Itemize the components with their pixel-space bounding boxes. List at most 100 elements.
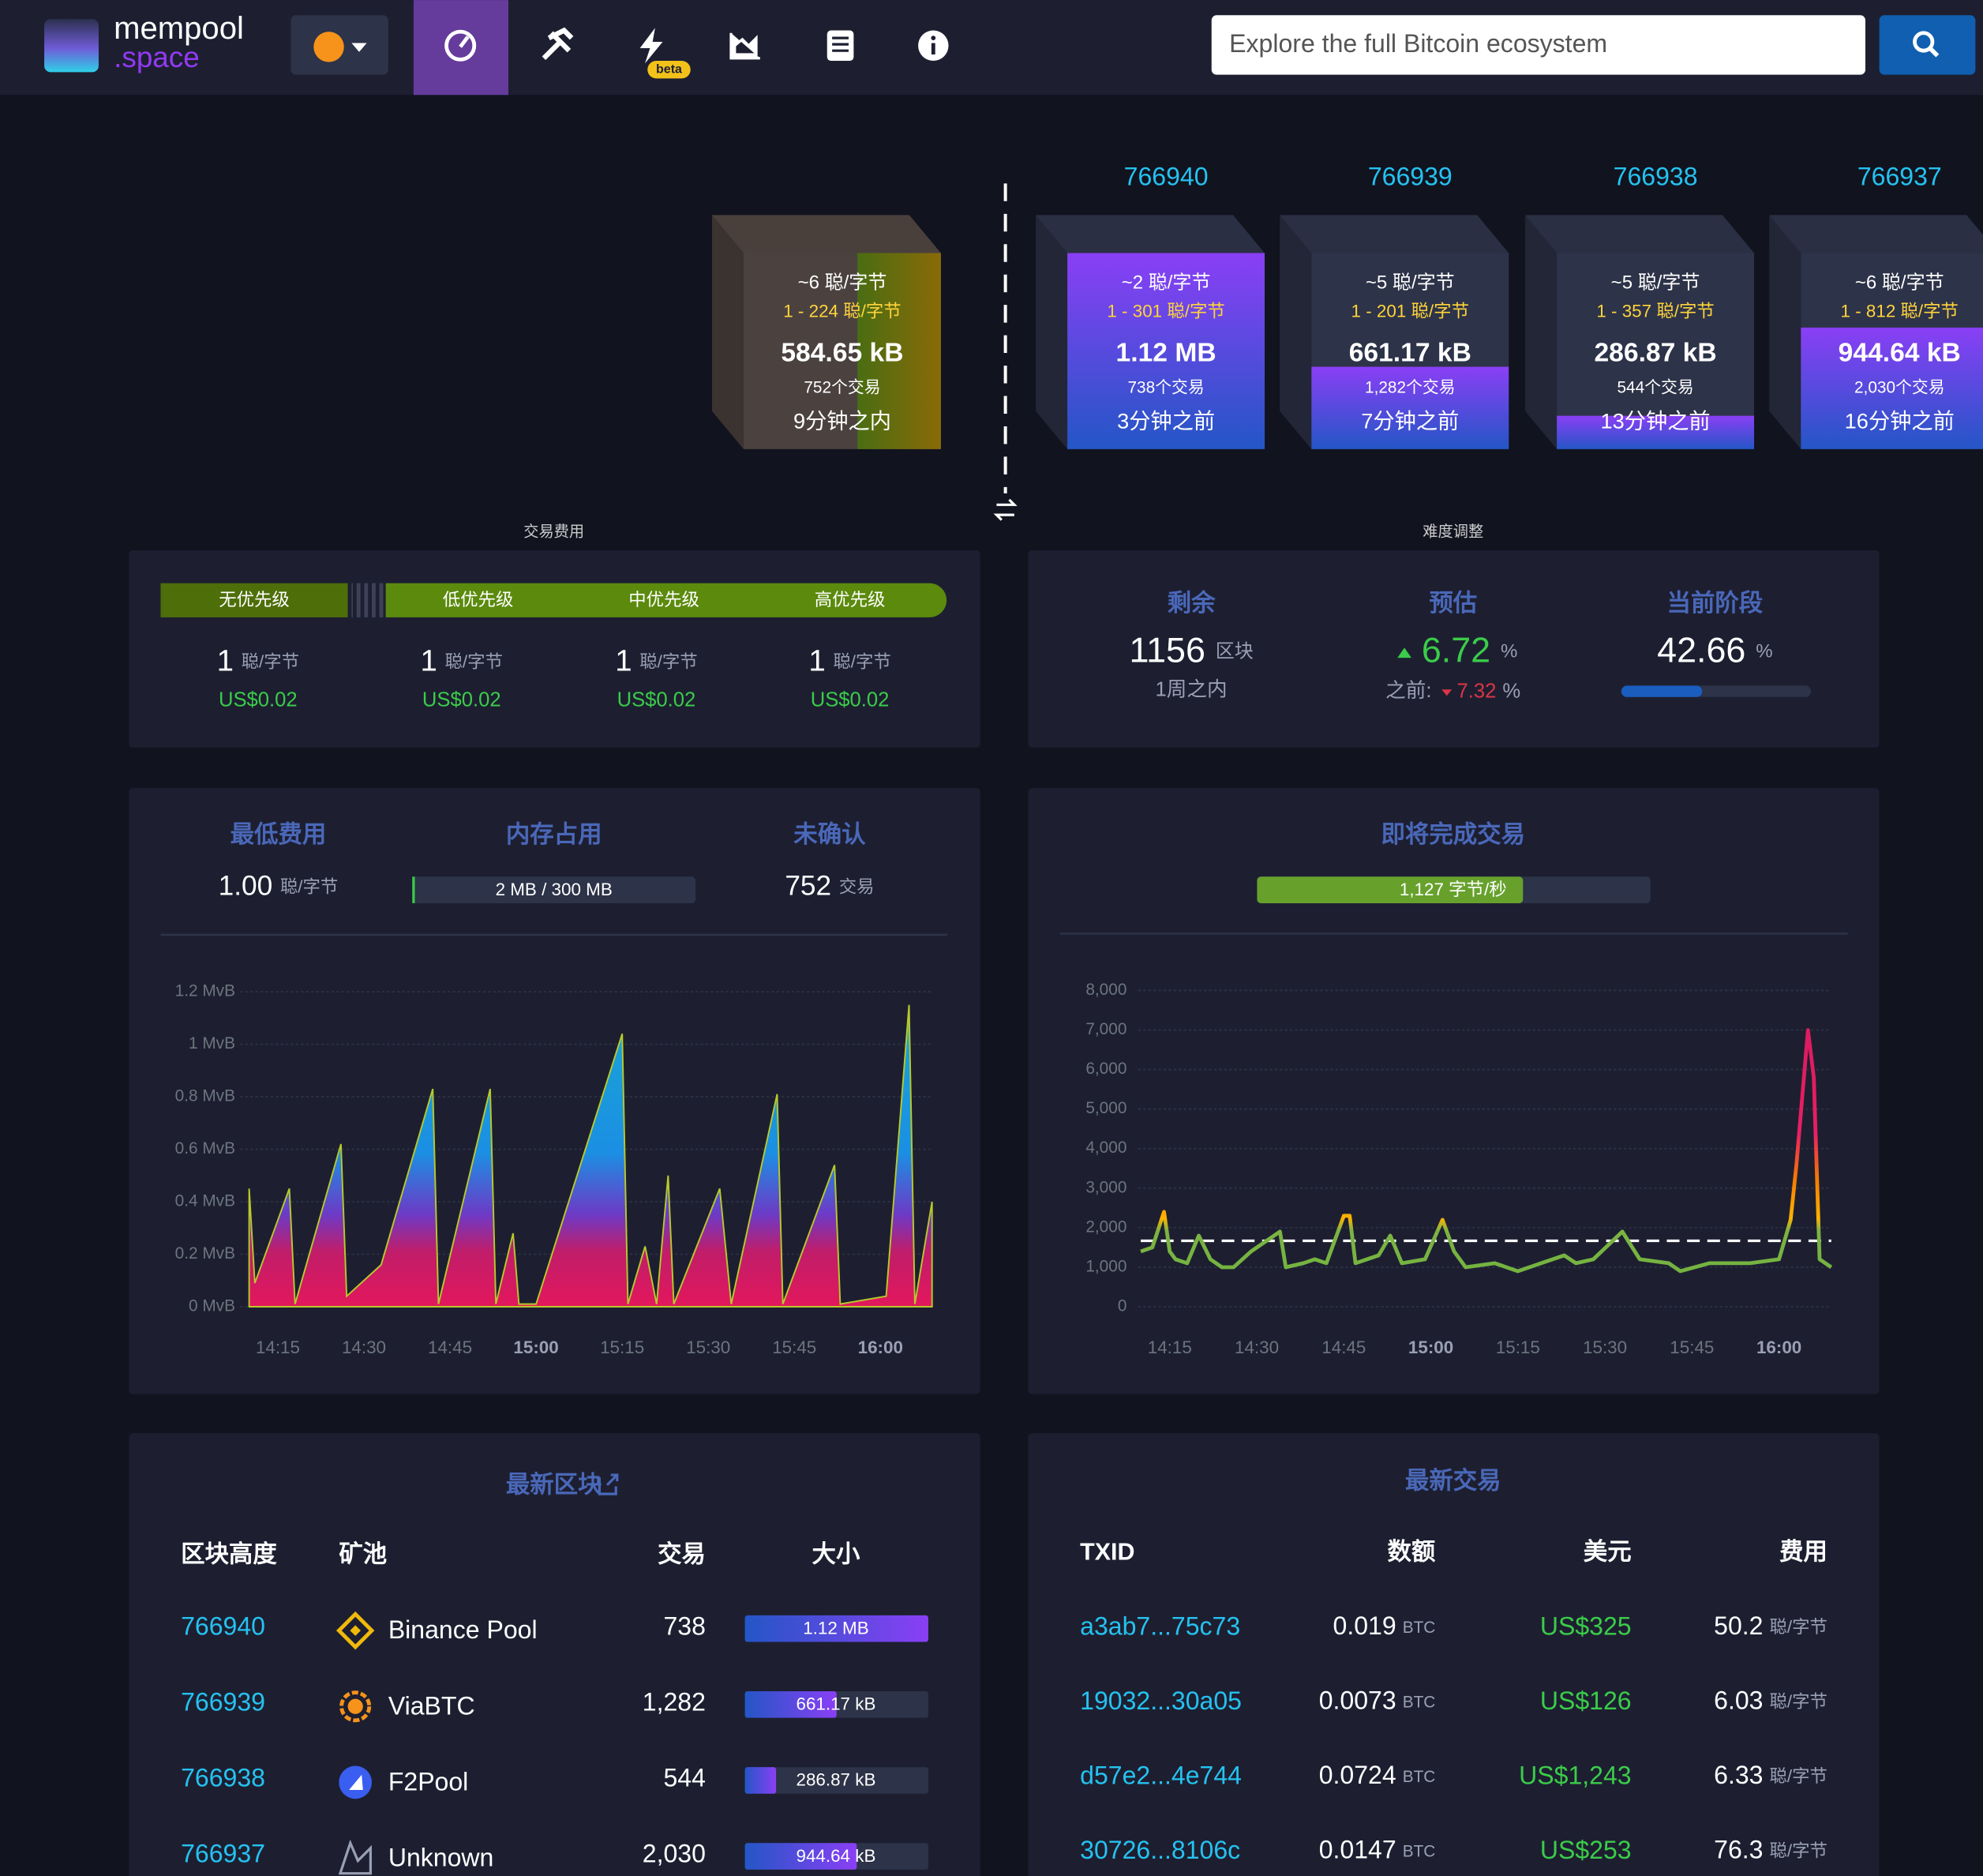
pool-icon-core	[347, 1698, 363, 1714]
block-time: 3分钟之前	[1117, 408, 1215, 433]
fee-value-part: 1	[808, 644, 825, 678]
up-arrow	[1397, 647, 1411, 658]
block-fee-range: 1 - 357 聪/字节	[1596, 302, 1714, 321]
tx-fee-part: 76.3	[1714, 1836, 1763, 1864]
block-top	[1769, 215, 1983, 253]
value-part: 区块	[1216, 641, 1254, 662]
block-fee: ~5 聪/字节	[1611, 272, 1700, 293]
block-side	[711, 215, 744, 449]
tx-fee-part: 聪/字节	[1769, 1766, 1827, 1786]
swap-icon[interactable]	[993, 498, 1018, 521]
y-tick-label: 0.4 MvB	[175, 1192, 235, 1210]
y-tick-label: 7,000	[1085, 1020, 1126, 1038]
search-button[interactable]	[1879, 15, 1976, 75]
search-icon	[1913, 31, 1935, 53]
tx-amount-part: 0.019	[1333, 1611, 1396, 1640]
block-height[interactable]: 766939	[1368, 162, 1453, 190]
block-link[interactable]: 766938	[181, 1764, 265, 1792]
memory-track	[412, 876, 696, 903]
x-tick-label: 15:45	[772, 1338, 816, 1357]
pool-icon	[339, 1690, 372, 1723]
table-title: 最新区块	[506, 1472, 602, 1499]
value-part: 7.32	[1457, 680, 1497, 702]
latest-tx-panel	[1028, 1433, 1880, 1876]
about-i	[931, 43, 935, 54]
tx-count: 2,030	[643, 1840, 706, 1868]
tx-fee-part: 聪/字节	[1769, 1840, 1827, 1860]
block-size: 944.64 kB	[796, 1846, 875, 1866]
block-link[interactable]: 766937	[181, 1840, 265, 1868]
y-tick-label: 1,000	[1085, 1257, 1126, 1275]
block-height[interactable]: 766940	[1124, 162, 1209, 190]
fee-value-part: 聪/字节	[639, 651, 697, 671]
tx-link[interactable]: d57e2...4e744	[1080, 1761, 1242, 1789]
fee-value: 1 聪/字节	[421, 644, 503, 678]
block-tx-count: 2,030个交易	[1854, 378, 1945, 396]
block-size: 661.17 kB	[1349, 339, 1471, 368]
block-fee: ~6 聪/字节	[798, 272, 887, 293]
block-time: 9分钟之内	[793, 408, 891, 433]
incoming-value: 1,127 字节/秒	[1400, 880, 1507, 899]
tx-amount: 0.019 BTC	[1333, 1611, 1436, 1640]
fee-bar-none	[160, 583, 348, 617]
lightning-icon[interactable]	[639, 28, 663, 64]
graphs-icon[interactable]	[729, 32, 760, 60]
table-header: 矿池	[339, 1540, 387, 1568]
dashboard-icon[interactable]	[444, 29, 477, 62]
tx-fee: 76.3 聪/字节	[1714, 1836, 1827, 1864]
search-box[interactable]	[1211, 15, 1866, 75]
x-tick-label: 15:00	[513, 1338, 558, 1357]
block-height[interactable]: 766937	[1857, 162, 1942, 190]
fee-value-part: 1	[217, 644, 234, 678]
size-fill	[744, 1691, 837, 1718]
table-header: 区块高度	[181, 1541, 277, 1568]
fee-value-part: 聪/字节	[833, 651, 890, 671]
fee-bar	[385, 583, 947, 617]
fee-bar-gap	[351, 583, 385, 617]
fee-value-part: 聪/字节	[445, 651, 503, 671]
block-tx-count: 544个交易	[1617, 378, 1693, 396]
stat-sub: 之前:	[1385, 679, 1431, 702]
block-link[interactable]: 766939	[181, 1688, 265, 1717]
y-tick-label: 4,000	[1085, 1139, 1126, 1157]
value-part: %	[1501, 641, 1517, 662]
tx-fee-part: 聪/字节	[1769, 1617, 1827, 1637]
tx-link[interactable]: 30726...8106c	[1080, 1836, 1240, 1864]
incoming-fill	[1257, 876, 1524, 903]
block-size: 1.12 MB	[1116, 339, 1216, 368]
y-tick-label: 5,000	[1085, 1099, 1126, 1117]
block-side	[1036, 215, 1068, 449]
external-link-icon[interactable]	[598, 1473, 619, 1495]
block-height[interactable]: 766938	[1614, 162, 1698, 190]
block-top	[1036, 215, 1265, 253]
pool-name: Binance Pool	[388, 1615, 538, 1644]
block-link[interactable]: 766940	[181, 1611, 265, 1640]
tx-fee-part: 6.33	[1714, 1761, 1763, 1789]
fee-value: 1 聪/字节	[615, 644, 697, 678]
block-time: 13分钟之前	[1600, 408, 1710, 433]
fee-value-part: 聪/字节	[242, 651, 299, 671]
priority-name: 低优先级	[443, 590, 514, 610]
logo-icon[interactable]	[44, 19, 99, 73]
block-tx-count: 738个交易	[1127, 378, 1204, 396]
tx-fee: 6.03 聪/字节	[1714, 1687, 1827, 1715]
block-size: 1.12 MB	[803, 1618, 868, 1638]
tx-usd: US$325	[1540, 1611, 1632, 1640]
tx-link[interactable]: 19032...30a05	[1080, 1687, 1242, 1715]
x-tick-label: 16:00	[1756, 1338, 1801, 1357]
mining-icon[interactable]	[542, 27, 574, 61]
fee-usd: US$0.02	[219, 688, 298, 711]
block-size: 584.65 kB	[781, 339, 903, 368]
value: 42.66%	[1657, 630, 1772, 670]
tx-link[interactable]: a3ab7...75c73	[1080, 1611, 1240, 1640]
nav-tab-active[interactable]	[413, 0, 509, 96]
block-fill	[1311, 366, 1509, 449]
tx-fee: 6.33 聪/字节	[1714, 1761, 1827, 1789]
tx-count: 738	[663, 1611, 705, 1640]
block-size: 286.87 kB	[796, 1770, 875, 1790]
y-tick-label: 0.6 MvB	[175, 1139, 235, 1157]
table-header: TXID	[1080, 1538, 1134, 1565]
mempool-area	[248, 1004, 933, 1308]
y-tick-label: 8,000	[1085, 981, 1126, 999]
block-side	[1769, 215, 1801, 449]
